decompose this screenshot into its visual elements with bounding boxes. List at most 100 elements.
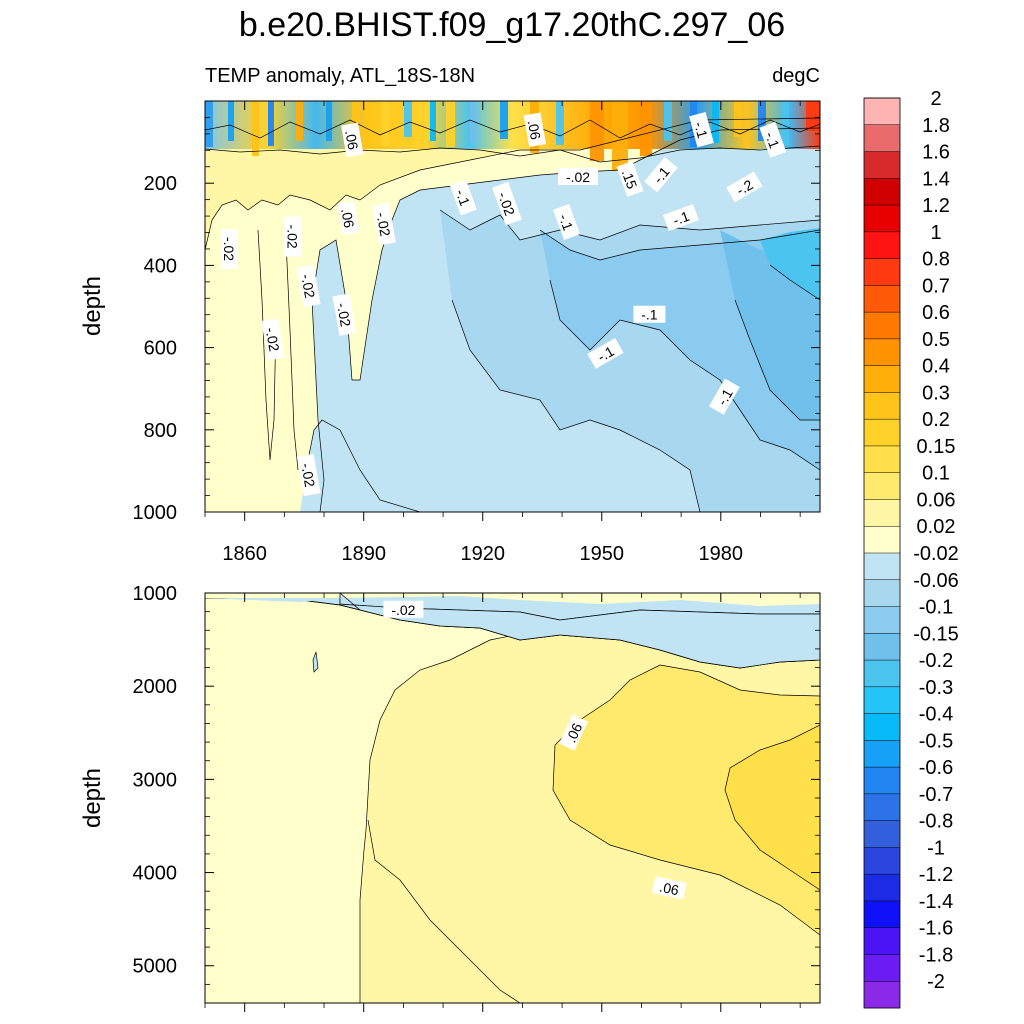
colorbar-swatch [864, 847, 900, 875]
colorbar-swatch [864, 419, 900, 447]
colorbar-swatch [864, 820, 900, 848]
colorbar-swatch [864, 365, 900, 393]
colorbar-swatch [864, 392, 900, 420]
upper-contour-label-text: -.02 [298, 462, 318, 489]
upper-contour-label: -.1 [662, 204, 699, 232]
upper-contour-label-box [689, 112, 714, 148]
upper-x-tick-label: 1890 [341, 543, 386, 565]
upper-axes: 200 400 600 800 1000 1860 1890 1920 1950 1980 [133, 100, 820, 565]
upper-plot-frame [204, 100, 821, 513]
colorbar-swatch [864, 178, 900, 206]
upper-contour-label-text: -.02 [495, 190, 518, 218]
colorbar-level-label: 0.5 [922, 329, 950, 351]
colorbar-level-label: 0.1 [922, 463, 950, 485]
lower-y-axis-label: depth [79, 768, 106, 828]
colorbar-swatch [864, 954, 900, 982]
colorbar-swatch [864, 285, 900, 313]
colorbar-level-label: -2 [927, 971, 945, 993]
upper-contour-label: -.1 [689, 112, 714, 148]
upper-right-title: degC [772, 65, 820, 87]
colorbar-swatch [864, 606, 900, 634]
colorbar-level-label: -0.1 [919, 597, 953, 619]
colorbar-swatch [864, 793, 900, 821]
upper-contour-label-text: .06 [342, 129, 361, 151]
colorbar-level-label: 0.3 [922, 382, 950, 404]
upper-contour-label-text: -.02 [298, 273, 318, 300]
colorbar-swatch [864, 660, 900, 688]
upper-contour-label-box [726, 171, 763, 203]
upper-contour-label: -.02 [296, 264, 321, 308]
upper-contour-label-text: -.1 [453, 187, 474, 208]
lower-contour-label-box [383, 600, 424, 618]
upper-contour-label-box [553, 204, 581, 240]
colorbar-level-label: 1.6 [922, 142, 950, 164]
upper-contour-label-box [284, 216, 302, 257]
upper-contour-label: -.1 [709, 378, 740, 415]
upper-left-title: TEMP anomaly, ATL_18S-18N [205, 65, 475, 87]
colorbar-level-label: -1.8 [919, 945, 953, 967]
upper-contour-label-box [220, 229, 238, 269]
lower-axes: 1000 2000 3000 4000 5000 [133, 583, 820, 1012]
colorbar-swatch [864, 472, 900, 500]
upper-contour-field [205, 101, 820, 512]
upper-contour-label-box [372, 203, 396, 246]
colorbar-level-label: 0.15 [917, 436, 956, 458]
upper-contour-label-text: -.1 [595, 343, 617, 365]
upper-contour-label: -.02 [558, 168, 598, 185]
upper-contour-label-box [759, 121, 787, 158]
upper-contour-label: -.02 [332, 293, 357, 336]
lower-y-tick-label: 4000 [133, 863, 178, 885]
lower-contour-label: -.02 [383, 600, 424, 618]
upper-contour-label-box [644, 156, 678, 193]
colorbar-level-label: -0.02 [913, 543, 959, 565]
colorbar-level-label: -1.6 [919, 918, 953, 940]
colorbar-swatch [864, 900, 900, 928]
upper-contour-label: -.1 [553, 204, 581, 240]
upper-contour-label: -.02 [296, 453, 321, 497]
colorbar-level-label: 0.7 [922, 275, 950, 297]
colorbar-swatch [864, 98, 900, 126]
colorbar-level-label: 0.02 [917, 516, 956, 538]
colorbar-swatch [864, 124, 900, 152]
lower-contour-label-text: .06 [563, 720, 586, 745]
upper-contour-label: -.02 [492, 181, 522, 226]
colorbar-level-label: -0.06 [913, 570, 959, 592]
lower-contour-labels: -.02 .06 .06 [383, 600, 687, 900]
colorbar-level-label: -1.4 [919, 891, 953, 913]
upper-contour-label-text: -.02 [284, 225, 300, 249]
upper-contour-label-text: .06 [525, 119, 544, 141]
colorbar-level-label: -0.3 [919, 677, 953, 699]
upper-contour-label: .06 [523, 112, 546, 147]
colorbar-swatch [864, 338, 900, 366]
upper-contour-label-box [337, 200, 360, 236]
colorbar-swatch [864, 874, 900, 902]
upper-y-tick-label: 1000 [133, 502, 178, 524]
upper-contour-label-text: -.1 [762, 130, 783, 151]
colorbar-level-label: -1.2 [919, 864, 953, 886]
colorbar-swatch [864, 526, 900, 554]
colorbar-level-label: 2 [930, 88, 941, 110]
upper-contour-label: -.2 [726, 171, 763, 203]
upper-contour-label-box [261, 318, 285, 361]
upper-contour-label: .15 [616, 160, 644, 197]
colorbar-level-label: -0.7 [919, 784, 953, 806]
upper-contour-label-box [709, 378, 740, 415]
lower-contour-label-box [559, 714, 589, 751]
upper-contour-label: .06 [341, 122, 364, 158]
upper-contour-label-text: -.02 [334, 301, 354, 328]
colorbar-level-label: -0.5 [919, 730, 953, 752]
upper-contour-label-box [616, 160, 644, 197]
colorbar-swatch [864, 579, 900, 607]
colorbar-swatch [864, 499, 900, 527]
colorbar-level-label: 1 [930, 222, 941, 244]
upper-contour-label: -.1 [759, 121, 787, 158]
upper-y-tick-label: 400 [144, 255, 177, 277]
upper-contour-label-text: -.1 [641, 307, 658, 323]
colorbar-level-label: 0.2 [922, 409, 950, 431]
lower-contour-label-text: .06 [658, 879, 681, 899]
lower-contour-label-text: -.02 [391, 602, 415, 618]
colorbar-level-label: -0.15 [913, 623, 959, 645]
upper-contour-label-box [296, 453, 321, 497]
colorbar-swatch [864, 205, 900, 233]
